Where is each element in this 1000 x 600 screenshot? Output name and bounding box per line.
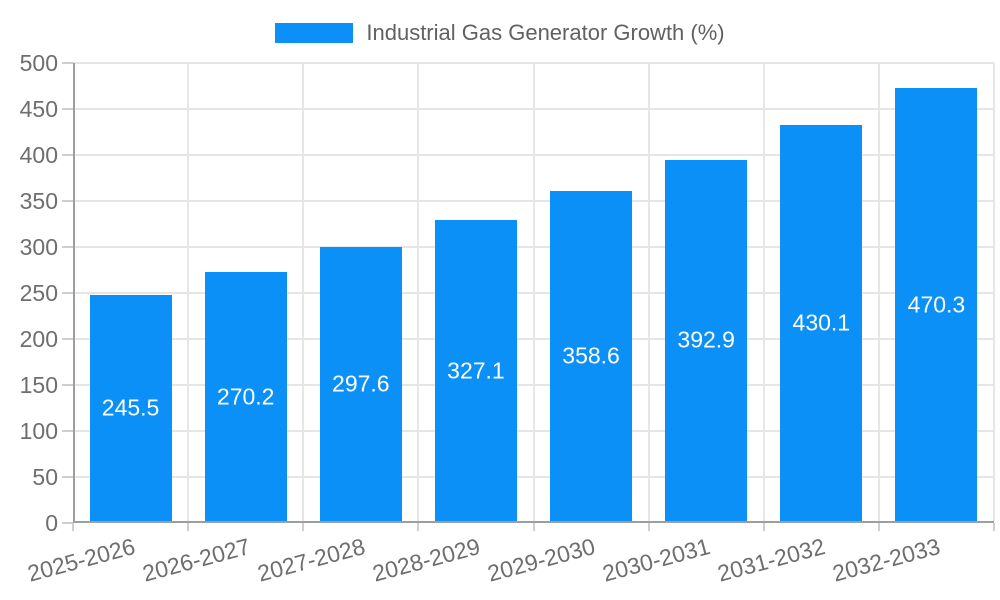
x-tick-mark bbox=[877, 523, 880, 531]
x-tick-mark bbox=[72, 523, 74, 531]
bar-value-label: 470.3 bbox=[907, 291, 966, 318]
bar-value-label: 327.1 bbox=[447, 356, 505, 383]
y-tick-mark bbox=[62, 154, 73, 156]
bar-2026-2027: 270.2 bbox=[204, 272, 287, 521]
y-tick-mark bbox=[62, 62, 73, 64]
y-tick-label: 150 bbox=[19, 372, 58, 398]
bar-value-label: 358.6 bbox=[562, 342, 620, 369]
chart-legend: Industrial Gas Generator Growth (%) bbox=[0, 13, 1000, 53]
x-tick-mark bbox=[417, 523, 420, 531]
v-gridline bbox=[302, 63, 305, 521]
y-tick-mark bbox=[62, 384, 73, 386]
x-tick-mark bbox=[762, 523, 765, 531]
v-gridline bbox=[187, 63, 190, 521]
y-tick-mark bbox=[62, 292, 73, 294]
y-tick-mark bbox=[62, 246, 73, 248]
bar-value-label: 270.2 bbox=[216, 383, 275, 410]
x-axis-line bbox=[73, 521, 994, 523]
y-tick-mark bbox=[62, 338, 73, 340]
bar-value-label: 297.6 bbox=[332, 370, 390, 397]
y-axis-line bbox=[73, 63, 75, 523]
v-gridline bbox=[877, 63, 880, 521]
y-tick-mark bbox=[62, 476, 73, 478]
v-gridline bbox=[993, 63, 995, 521]
y-tick-label: 300 bbox=[19, 234, 58, 260]
v-gridline bbox=[532, 63, 535, 521]
x-tick-mark bbox=[302, 523, 305, 531]
x-tick-label: 2027-2028 bbox=[254, 533, 368, 587]
v-gridline bbox=[647, 63, 650, 521]
v-gridline bbox=[762, 63, 765, 521]
y-tick-label: 50 bbox=[32, 464, 58, 490]
y-tick-label: 100 bbox=[19, 418, 58, 444]
x-tick-label: 2030-2031 bbox=[599, 533, 713, 587]
x-tick-label: 2031-2032 bbox=[715, 533, 829, 587]
y-tick-label: 350 bbox=[19, 188, 58, 214]
x-tick-label: 2029-2030 bbox=[484, 533, 598, 587]
x-tick-mark bbox=[187, 523, 190, 531]
x-tick-label: 2026-2027 bbox=[139, 533, 253, 587]
y-tick-label: 400 bbox=[19, 142, 58, 168]
bar-2028-2029: 327.1 bbox=[434, 220, 517, 521]
y-tick-mark bbox=[62, 200, 73, 202]
bar-2030-2031: 392.9 bbox=[665, 159, 748, 521]
v-gridline bbox=[417, 63, 420, 521]
plot-area: 245.5 270.2 297.6 327.1 358.6 392.9 430.1 470.3 bbox=[73, 62, 995, 523]
x-tick-mark bbox=[532, 523, 535, 531]
x-tick-mark bbox=[647, 523, 650, 531]
y-tick-mark bbox=[62, 430, 73, 432]
bar-2025-2026: 245.5 bbox=[89, 295, 172, 521]
y-tick-label: 0 bbox=[45, 510, 58, 536]
x-tick-mark bbox=[993, 523, 995, 531]
x-tick-label: 2032-2033 bbox=[830, 533, 944, 587]
y-tick-label: 250 bbox=[19, 280, 58, 306]
y-tick-label: 200 bbox=[19, 326, 58, 352]
bar-value-label: 392.9 bbox=[677, 326, 735, 353]
bar-2029-2030: 358.6 bbox=[550, 191, 633, 521]
y-tick-mark bbox=[62, 108, 73, 110]
legend-label: Industrial Gas Generator Growth (%) bbox=[366, 19, 725, 45]
bar-2027-2028: 297.6 bbox=[319, 247, 402, 521]
y-tick-label: 500 bbox=[19, 50, 58, 76]
legend-swatch bbox=[275, 23, 354, 43]
bar-value-label: 245.5 bbox=[101, 394, 160, 421]
bar-2031-2032: 430.1 bbox=[780, 125, 863, 521]
y-tick-mark bbox=[62, 522, 73, 524]
x-tick-label: 2028-2029 bbox=[369, 533, 483, 587]
bar-2032-2033: 470.3 bbox=[895, 88, 978, 521]
y-tick-label: 450 bbox=[19, 96, 58, 122]
x-tick-label: 2025-2026 bbox=[24, 533, 138, 587]
bar-value-label: 430.1 bbox=[792, 309, 851, 336]
